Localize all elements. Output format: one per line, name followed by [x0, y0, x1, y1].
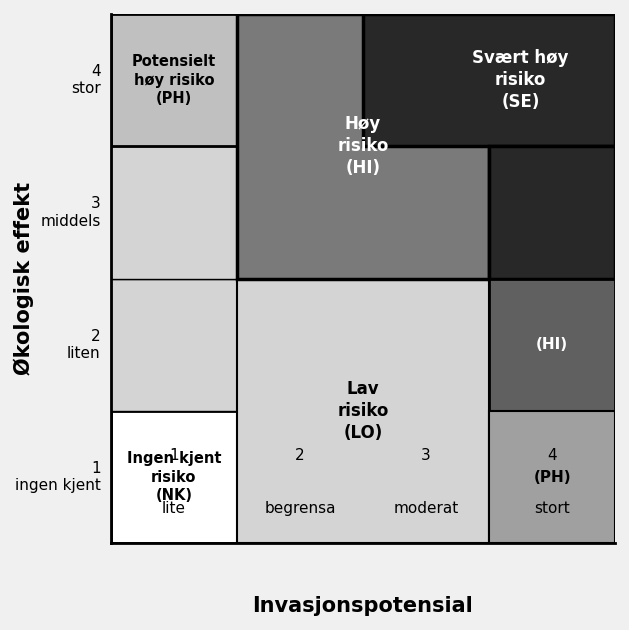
Y-axis label: Økologisk effekt: Økologisk effekt	[14, 182, 35, 375]
Text: Svært høy
risiko
(SE): Svært høy risiko (SE)	[472, 49, 569, 112]
Bar	[111, 278, 237, 411]
Text: Potensielt
høy risiko
(PH): Potensielt høy risiko (PH)	[131, 54, 216, 106]
Text: 2
liten: 2 liten	[67, 329, 101, 361]
Bar	[237, 278, 489, 543]
Bar	[111, 14, 237, 146]
Text: Høy
risiko
(HI): Høy risiko (HI)	[337, 115, 389, 178]
Text: 1
ingen kjent: 1 ingen kjent	[15, 461, 101, 493]
Text: 3: 3	[421, 448, 431, 463]
Text: lite: lite	[162, 501, 186, 516]
Bar	[237, 14, 489, 278]
Bar	[111, 146, 237, 278]
Bar	[489, 278, 615, 411]
Text: Ingen kjent
risiko
(NK): Ingen kjent risiko (NK)	[126, 451, 221, 503]
Text: 4: 4	[547, 448, 557, 463]
X-axis label: Invasjonspotensial: Invasjonspotensial	[253, 596, 473, 616]
Text: 2: 2	[295, 448, 304, 463]
Text: (PH): (PH)	[533, 469, 571, 484]
Bar	[489, 146, 615, 278]
Text: moderat: moderat	[393, 501, 459, 516]
Text: begrensa: begrensa	[264, 501, 336, 516]
Text: stort: stort	[534, 501, 570, 516]
Bar	[111, 411, 237, 543]
Text: (HI): (HI)	[536, 337, 568, 352]
Text: 1: 1	[169, 448, 179, 463]
Bar	[363, 14, 615, 146]
Text: 4
stor: 4 stor	[71, 64, 101, 96]
Text: 3
middels: 3 middels	[40, 196, 101, 229]
Bar	[489, 411, 615, 543]
Text: Lav
risiko
(LO): Lav risiko (LO)	[337, 380, 389, 442]
